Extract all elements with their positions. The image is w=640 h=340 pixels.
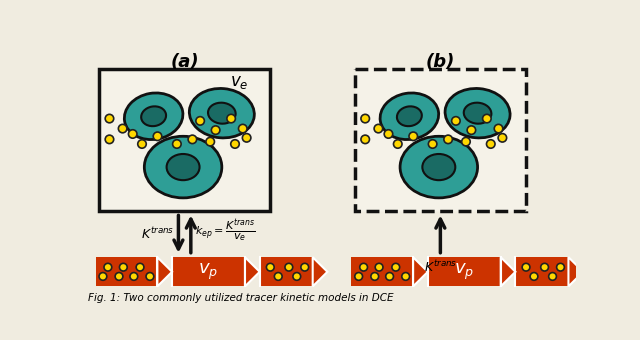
Circle shape bbox=[266, 264, 274, 271]
Circle shape bbox=[196, 117, 204, 125]
Circle shape bbox=[206, 137, 214, 146]
Circle shape bbox=[129, 130, 137, 138]
Polygon shape bbox=[500, 257, 515, 286]
Text: $\mathit{v_p}$: $\mathit{v_p}$ bbox=[198, 262, 218, 282]
Circle shape bbox=[452, 117, 460, 125]
Ellipse shape bbox=[208, 103, 236, 124]
Bar bbox=[351, 257, 413, 286]
Circle shape bbox=[115, 273, 123, 280]
Ellipse shape bbox=[422, 154, 455, 180]
Circle shape bbox=[188, 135, 196, 143]
Circle shape bbox=[548, 273, 556, 280]
Circle shape bbox=[104, 264, 112, 271]
Ellipse shape bbox=[124, 93, 183, 139]
Bar bbox=[355, 69, 525, 211]
Ellipse shape bbox=[166, 154, 200, 180]
Circle shape bbox=[105, 135, 114, 143]
Circle shape bbox=[386, 273, 394, 280]
Circle shape bbox=[231, 140, 239, 148]
Circle shape bbox=[375, 264, 383, 271]
Circle shape bbox=[371, 273, 379, 280]
Bar bbox=[260, 257, 313, 286]
Circle shape bbox=[138, 140, 147, 148]
Bar bbox=[95, 257, 157, 286]
Circle shape bbox=[361, 135, 369, 143]
Ellipse shape bbox=[464, 103, 492, 124]
Text: $\mathit{v_p}$: $\mathit{v_p}$ bbox=[454, 262, 474, 282]
Circle shape bbox=[402, 273, 410, 280]
Circle shape bbox=[130, 273, 138, 280]
Circle shape bbox=[494, 124, 503, 133]
Text: $k_{ep} = \dfrac{K^{trans}}{v_e}$: $k_{ep} = \dfrac{K^{trans}}{v_e}$ bbox=[195, 217, 255, 244]
Circle shape bbox=[444, 135, 452, 143]
Circle shape bbox=[557, 264, 564, 271]
Circle shape bbox=[394, 140, 402, 148]
Circle shape bbox=[361, 114, 369, 123]
Circle shape bbox=[384, 130, 393, 138]
Text: (b): (b) bbox=[426, 53, 455, 71]
Polygon shape bbox=[568, 257, 583, 286]
Circle shape bbox=[173, 140, 181, 148]
Circle shape bbox=[392, 264, 399, 271]
Circle shape bbox=[120, 264, 127, 271]
Circle shape bbox=[285, 264, 292, 271]
Ellipse shape bbox=[145, 136, 222, 198]
Circle shape bbox=[301, 264, 308, 271]
Circle shape bbox=[409, 132, 417, 140]
Text: Fig. 1: Two commonly utilized tracer kinetic models in DCE: Fig. 1: Two commonly utilized tracer kin… bbox=[88, 293, 393, 303]
Circle shape bbox=[146, 273, 154, 280]
Polygon shape bbox=[413, 257, 428, 286]
Bar bbox=[99, 69, 270, 211]
Bar bbox=[428, 257, 500, 286]
Circle shape bbox=[239, 124, 247, 133]
Ellipse shape bbox=[400, 136, 477, 198]
Circle shape bbox=[118, 124, 127, 133]
Circle shape bbox=[153, 132, 162, 140]
Circle shape bbox=[243, 134, 251, 142]
Circle shape bbox=[211, 126, 220, 134]
Text: $\boldsymbol{K^{trans}}$: $\boldsymbol{K^{trans}}$ bbox=[141, 226, 175, 242]
Circle shape bbox=[461, 137, 470, 146]
Circle shape bbox=[483, 114, 491, 123]
Polygon shape bbox=[313, 257, 328, 286]
Bar bbox=[515, 257, 568, 286]
Ellipse shape bbox=[380, 93, 438, 139]
Circle shape bbox=[530, 273, 538, 280]
Circle shape bbox=[498, 134, 507, 142]
Ellipse shape bbox=[141, 106, 166, 126]
Circle shape bbox=[467, 126, 476, 134]
Ellipse shape bbox=[445, 88, 510, 138]
Circle shape bbox=[374, 124, 383, 133]
Circle shape bbox=[522, 264, 530, 271]
Ellipse shape bbox=[189, 88, 254, 138]
Circle shape bbox=[293, 273, 301, 280]
Text: $\boldsymbol{K^{trans}}$: $\boldsymbol{K^{trans}}$ bbox=[424, 259, 457, 275]
Circle shape bbox=[428, 140, 437, 148]
Circle shape bbox=[275, 273, 282, 280]
Circle shape bbox=[227, 114, 236, 123]
Text: (a): (a) bbox=[170, 53, 199, 71]
Circle shape bbox=[355, 273, 362, 280]
Circle shape bbox=[360, 264, 367, 271]
Polygon shape bbox=[157, 257, 172, 286]
Text: $\mathit{v_e}$: $\mathit{v_e}$ bbox=[230, 73, 248, 91]
Circle shape bbox=[136, 264, 144, 271]
Circle shape bbox=[99, 273, 107, 280]
Ellipse shape bbox=[397, 106, 422, 126]
Circle shape bbox=[486, 140, 495, 148]
Circle shape bbox=[105, 114, 114, 123]
Bar bbox=[172, 257, 245, 286]
Circle shape bbox=[541, 264, 548, 271]
Polygon shape bbox=[245, 257, 260, 286]
